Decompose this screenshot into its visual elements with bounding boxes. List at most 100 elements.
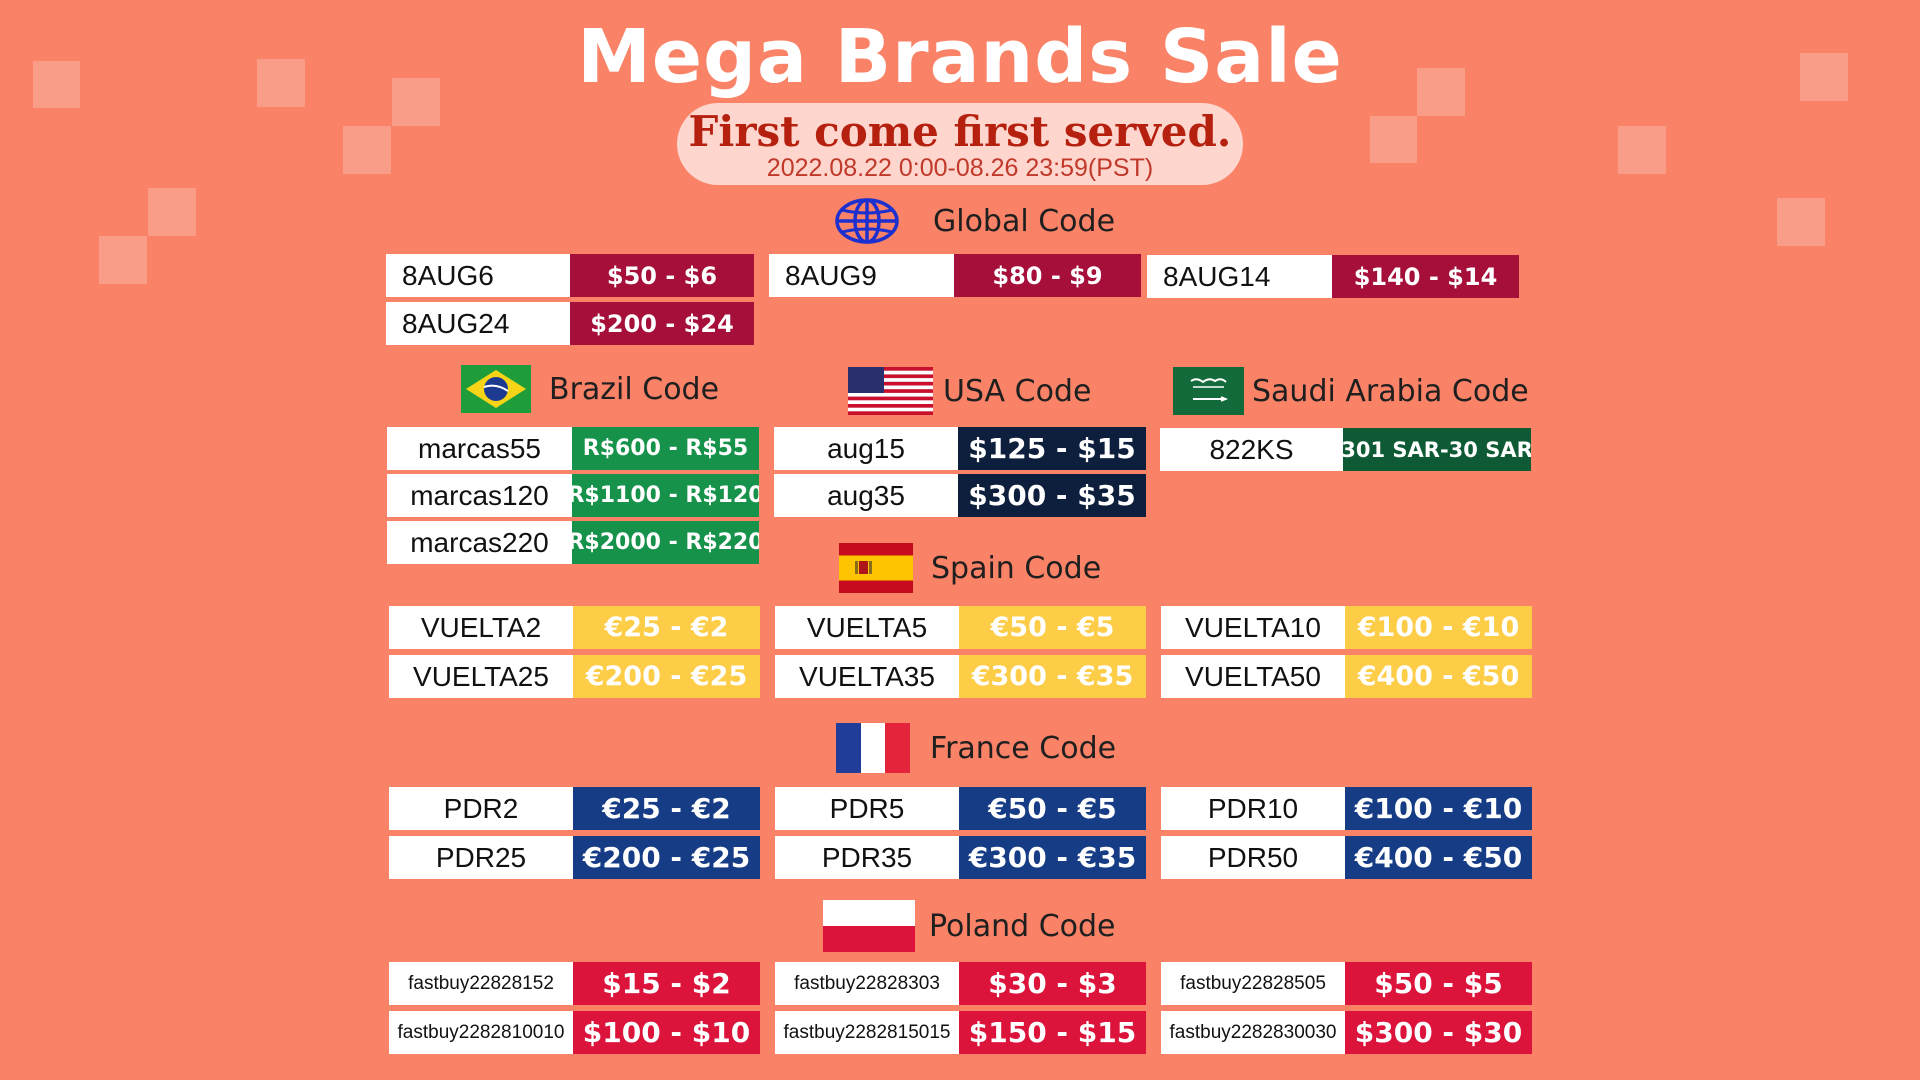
promo-code[interactable]: VUELTA10 [1161,606,1345,649]
promo-code[interactable]: VUELTA35 [775,655,959,698]
promo-code[interactable]: aug15 [774,427,958,470]
promo-code[interactable]: 8AUG14 [1147,255,1332,298]
discount-value: R$600 - R$55 [572,427,759,470]
code-row: marcas120 R$1100 - R$120 [387,474,759,517]
code-row: marcas55 R$600 - R$55 [387,427,759,470]
decor-square [33,61,80,108]
promo-code[interactable]: 822KS [1160,428,1343,471]
discount-value: R$2000 - R$220 [572,521,759,564]
code-row: PDR5 €50 - €5 [775,787,1146,830]
brazil-heading: Brazil Code [461,364,719,414]
section-label: Saudi Arabia Code [1252,373,1529,409]
first-come-banner: First come first served. 2022.08.22 0:00… [677,103,1243,185]
code-row: fastbuy2282815015 $150 - $15 [775,1011,1146,1054]
promo-code[interactable]: PDR5 [775,787,959,830]
promo-code[interactable]: fastbuy22828303 [775,962,959,1005]
discount-value: $150 - $15 [959,1011,1146,1054]
discount-value: €25 - €2 [573,606,760,649]
saudi-heading: Saudi Arabia Code [1173,366,1529,416]
code-row: PDR35 €300 - €35 [775,836,1146,879]
promo-code[interactable]: PDR25 [389,836,573,879]
decor-square [257,59,305,107]
discount-value: $300 - $30 [1345,1011,1532,1054]
discount-value: €400 - €50 [1345,836,1532,879]
promo-code[interactable]: fastbuy22828505 [1161,962,1345,1005]
section-label: Global Code [933,203,1116,239]
globe-icon [835,198,899,244]
promo-code[interactable]: PDR2 [389,787,573,830]
section-label: France Code [930,730,1117,766]
discount-value: $80 - $9 [954,254,1141,297]
discount-value: $50 - $5 [1345,962,1532,1005]
discount-value: €25 - €2 [573,787,760,830]
promo-code[interactable]: fastbuy2282815015 [775,1011,959,1054]
code-row: 8AUG24 $200 - $24 [386,302,754,345]
france-flag-icon [836,723,910,773]
discount-value: €300 - €35 [959,655,1146,698]
promo-code[interactable]: VUELTA50 [1161,655,1345,698]
spain-heading: Spain Code [839,543,1101,593]
discount-value: €400 - €50 [1345,655,1532,698]
section-label: Poland Code [929,908,1116,944]
code-row: fastbuy22828152 $15 - $2 [389,962,760,1005]
promo-code[interactable]: fastbuy2282830030 [1161,1011,1345,1054]
discount-value: €100 - €10 [1345,606,1532,649]
discount-value: $50 - $6 [570,254,754,297]
decor-square [148,188,196,236]
promo-code[interactable]: 8AUG9 [769,254,954,297]
discount-value: €100 - €10 [1345,787,1532,830]
discount-value: €200 - €25 [573,836,760,879]
code-row: PDR25 €200 - €25 [389,836,760,879]
decor-square [99,236,147,284]
code-row: fastbuy2282810010 $100 - $10 [389,1011,760,1054]
code-row: fastbuy2282830030 $300 - $30 [1161,1011,1532,1054]
code-row: PDR10 €100 - €10 [1161,787,1532,830]
discount-value: €200 - €25 [573,655,760,698]
discount-value: $15 - $2 [573,962,760,1005]
code-row: 8AUG14 $140 - $14 [1147,255,1519,298]
promo-code[interactable]: fastbuy2282810010 [389,1011,573,1054]
code-row: 8AUG9 $80 - $9 [769,254,1141,297]
decor-square [1417,68,1465,116]
code-row: VUELTA2 €25 - €2 [389,606,760,649]
promo-code[interactable]: VUELTA5 [775,606,959,649]
promo-code[interactable]: PDR50 [1161,836,1345,879]
decor-square [1800,53,1848,101]
usa-heading: USA Code [848,366,1091,416]
code-row: 822KS 301 SAR-30 SAR [1160,428,1531,471]
discount-value: €50 - €5 [959,606,1146,649]
promo-code[interactable]: aug35 [774,474,958,517]
promo-code[interactable]: marcas220 [387,521,572,564]
code-row: VUELTA10 €100 - €10 [1161,606,1532,649]
promo-code[interactable]: marcas120 [387,474,572,517]
spain-flag-icon [839,543,913,593]
brazil-flag-icon [461,365,531,413]
code-row: fastbuy22828303 $30 - $3 [775,962,1146,1005]
section-label: Spain Code [931,550,1102,586]
promo-code[interactable]: PDR10 [1161,787,1345,830]
france-heading: France Code [836,723,1116,773]
promo-code[interactable]: 8AUG24 [386,302,570,345]
promo-code[interactable]: PDR35 [775,836,959,879]
code-row: PDR2 €25 - €2 [389,787,760,830]
saudi-flag-icon [1173,367,1244,415]
decor-square [1777,198,1825,246]
code-row: VUELTA5 €50 - €5 [775,606,1146,649]
discount-value: $140 - $14 [1332,255,1519,298]
code-row: VUELTA50 €400 - €50 [1161,655,1532,698]
promo-code[interactable]: VUELTA2 [389,606,573,649]
code-row: 8AUG6 $50 - $6 [386,254,754,297]
discount-value: $125 - $15 [958,427,1146,470]
global-heading: Global Code [835,196,1115,246]
poland-flag-icon [823,900,915,952]
promo-code[interactable]: VUELTA25 [389,655,573,698]
discount-value: $200 - $24 [570,302,754,345]
discount-value: €50 - €5 [959,787,1146,830]
promo-code[interactable]: 8AUG6 [386,254,570,297]
decor-square [392,78,440,126]
discount-value: $300 - $35 [958,474,1146,517]
promo-code[interactable]: marcas55 [387,427,572,470]
promo-code[interactable]: fastbuy22828152 [389,962,573,1005]
section-label: USA Code [943,373,1092,409]
code-row: aug35 $300 - $35 [774,474,1146,517]
